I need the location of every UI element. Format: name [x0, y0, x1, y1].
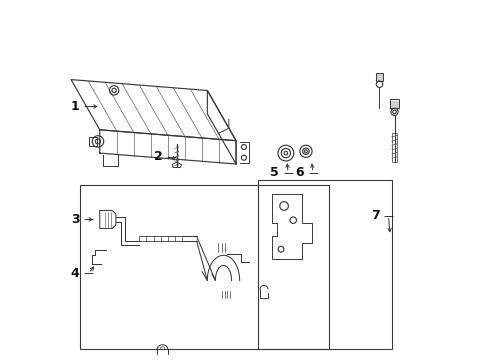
Bar [89, 137, 97, 146]
Text: —: — [81, 268, 94, 278]
Text: —: — [281, 168, 294, 178]
Text: 5: 5 [270, 166, 279, 179]
Text: 6: 6 [295, 166, 304, 179]
Text: —: — [81, 215, 94, 224]
Text: —: — [81, 102, 94, 112]
Bar [375, 73, 383, 81]
Text: —: — [381, 211, 394, 221]
Text: 1: 1 [71, 100, 79, 113]
Bar [392, 134, 397, 162]
Bar [80, 185, 329, 348]
Text: 7: 7 [371, 210, 379, 222]
Text: 2: 2 [154, 150, 163, 163]
Text: —: — [164, 152, 177, 162]
Text: 3: 3 [71, 213, 79, 226]
Bar [390, 99, 399, 108]
Text: —: — [306, 168, 319, 178]
Bar [258, 180, 392, 348]
Text: 4: 4 [71, 267, 79, 280]
